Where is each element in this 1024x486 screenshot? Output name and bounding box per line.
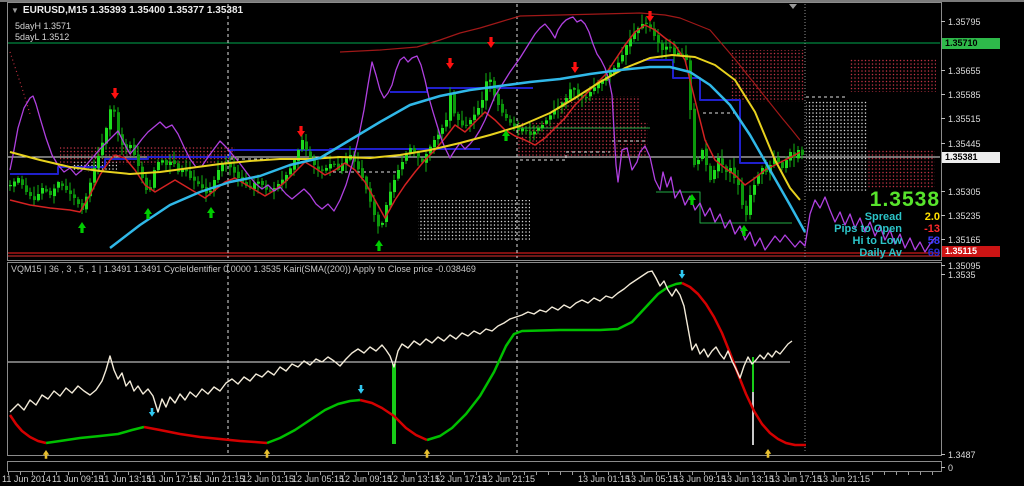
price-scale-label: 1.35235 bbox=[948, 211, 981, 221]
chevron-down-icon[interactable]: ▼ bbox=[11, 6, 19, 15]
price-scale-tick bbox=[941, 143, 945, 144]
time-axis-label: 13 Jun 01:15 bbox=[578, 474, 631, 484]
price-scale-label: 1.35305 bbox=[948, 187, 981, 197]
indicator-subwindow-panel[interactable] bbox=[7, 262, 942, 456]
info-row-value: 58 bbox=[927, 235, 940, 247]
price-scale-label: 1.35515 bbox=[948, 114, 981, 124]
price-scale-tick bbox=[941, 274, 945, 275]
time-axis-label: 11 Jun 21:15 bbox=[193, 474, 245, 484]
price-scale-tick bbox=[941, 94, 945, 95]
info-row-label: Daily Av bbox=[859, 247, 902, 259]
price-scale-tick bbox=[941, 191, 945, 192]
symbol-ohlc-line: ▼ EURUSD,M15 1.35393 1.35400 1.35377 1.35… bbox=[11, 5, 243, 16]
info-rows: Spread 2.0 Pips to Open -13 Hi to Low 58 Daily… bbox=[834, 211, 940, 259]
time-axis-label: 13 Jun 21:15 bbox=[818, 474, 871, 484]
time-axis-label: 12 Jun 05:15 bbox=[292, 474, 345, 484]
time-axis[interactable]: 11 Jun 2014 11 Jun 09:15 11 Jun 13:15 11 Ju… bbox=[0, 474, 1024, 486]
collapsed-subwindow-panel[interactable] bbox=[7, 461, 942, 472]
price-scale-tick bbox=[941, 215, 945, 216]
price-scale-label: 1.35095 bbox=[948, 261, 981, 271]
price-scale-tick bbox=[941, 118, 945, 119]
time-axis-label: 11 Jun 09:15 bbox=[52, 474, 104, 484]
indicator-header-text: VQM15 | 36 , 3 , 5 , 1 | 1.3491 1.3491 C… bbox=[11, 264, 476, 274]
time-axis-label: 11 Jun 13:15 bbox=[100, 474, 152, 484]
time-axis-label: 12 Jun 09:15 bbox=[340, 474, 393, 484]
price-badge: 1.35115 bbox=[942, 246, 1000, 257]
time-axis-label: 12 Jun 13:15 bbox=[388, 474, 441, 484]
time-axis-label: 13 Jun 09:15 bbox=[674, 474, 727, 484]
time-axis-label: 13 Jun 05:15 bbox=[626, 474, 679, 484]
time-axis-label: 12 Jun 01:15 bbox=[242, 474, 295, 484]
time-axis-label: 12 Jun 21:15 bbox=[483, 474, 536, 484]
price-badge: 1.35710 bbox=[942, 38, 1000, 49]
price-scale-label: 0 bbox=[948, 463, 954, 473]
price-scale-label: 1.35445 bbox=[948, 139, 981, 149]
price-scale-tick bbox=[941, 454, 945, 455]
info-row-value: 69 bbox=[927, 247, 940, 259]
time-axis-label: 13 Jun 13:15 bbox=[722, 474, 775, 484]
price-scale-tick bbox=[941, 70, 945, 71]
info-row: Spread 2.0 bbox=[834, 211, 940, 223]
price-badge: 1.35381 bbox=[942, 152, 1000, 163]
info-row-label: Pips to Open bbox=[834, 223, 902, 235]
price-scale-tick bbox=[941, 265, 945, 266]
fiveday-low-label: 5dayL 1.3512 bbox=[15, 32, 70, 42]
price-scale-label: 1.3487 bbox=[948, 450, 976, 460]
window-top-edge bbox=[0, 0, 1024, 2]
time-axis-label: 11 Jun 17:15 bbox=[147, 474, 199, 484]
time-axis-label: 12 Jun 17:15 bbox=[435, 474, 488, 484]
info-row: Hi to Low 58 bbox=[834, 235, 941, 247]
time-axis-ticks bbox=[8, 472, 941, 475]
info-row-value: 2.0 bbox=[924, 211, 940, 223]
info-row: Pips to Open -13 bbox=[834, 223, 940, 235]
info-row: Daily Av 69 bbox=[834, 247, 940, 259]
price-scale-label: 1.35655 bbox=[948, 66, 981, 76]
info-row-value: -13 bbox=[924, 223, 940, 235]
price-scale-label: 1.35585 bbox=[948, 90, 981, 100]
time-axis-label: 11 Jun 2014 bbox=[2, 474, 51, 484]
symbol-ohlc-text: EURUSD,M15 1.35393 1.35400 1.35377 1.353… bbox=[22, 5, 244, 16]
price-scale-label: 1.3535 bbox=[948, 270, 976, 280]
price-scale-tick bbox=[941, 239, 945, 240]
market-info-panel: 1.3538 Spread 2.0 Pips to Open -13 Hi to Low… bbox=[834, 188, 940, 260]
price-scale-label: 1.35795 bbox=[948, 17, 981, 27]
price-scale-tick bbox=[941, 467, 945, 468]
big-price-readout: 1.3538 bbox=[869, 188, 940, 211]
price-scale-label: 1.35165 bbox=[948, 235, 981, 245]
fiveday-high-label: 5dayH 1.3571 bbox=[15, 21, 72, 31]
time-axis-label: 13 Jun 17:15 bbox=[770, 474, 823, 484]
info-row-label: Spread bbox=[864, 211, 902, 223]
info-row-label: Hi to Low bbox=[852, 235, 903, 247]
price-scale[interactable]: 1.35795 1.35655 1.35585 1.35515 1.35445 1.353… bbox=[941, 0, 1024, 486]
price-scale-tick bbox=[941, 21, 945, 22]
